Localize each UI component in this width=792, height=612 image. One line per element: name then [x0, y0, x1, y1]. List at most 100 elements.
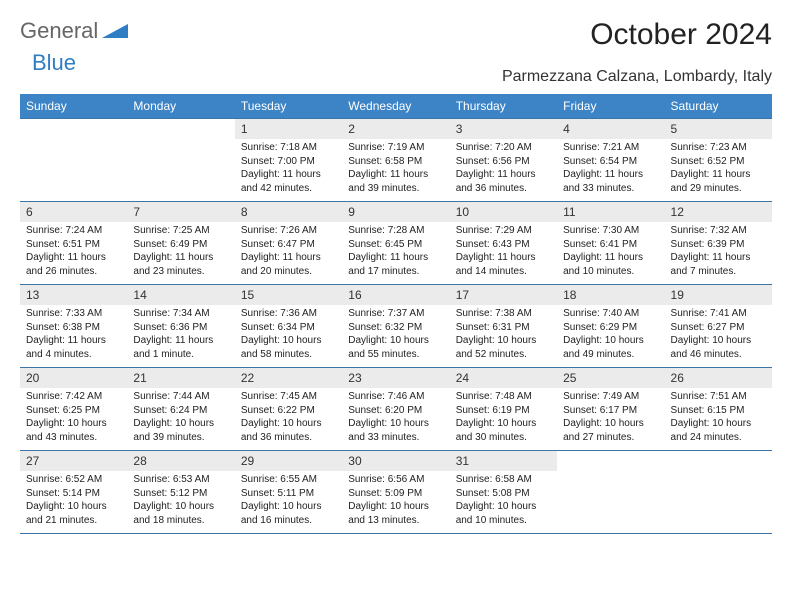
sunset-text: Sunset: 6:39 PM — [671, 238, 766, 252]
sunrise-text: Sunrise: 7:45 AM — [241, 390, 336, 404]
day-number-cell: 16 — [342, 285, 449, 306]
daylight-text: Daylight: 10 hours and 16 minutes. — [241, 500, 336, 527]
sunrise-text: Sunrise: 6:53 AM — [133, 473, 228, 487]
daybody-row: Sunrise: 6:52 AMSunset: 5:14 PMDaylight:… — [20, 471, 772, 534]
daynum-row: 6789101112 — [20, 202, 772, 223]
sunrise-text: Sunrise: 7:29 AM — [456, 224, 551, 238]
day-number-cell: 24 — [450, 368, 557, 389]
sunrise-text: Sunrise: 7:18 AM — [241, 141, 336, 155]
sunrise-text: Sunrise: 7:44 AM — [133, 390, 228, 404]
daylight-text: Daylight: 10 hours and 39 minutes. — [133, 417, 228, 444]
sunset-text: Sunset: 6:19 PM — [456, 404, 551, 418]
sunrise-text: Sunrise: 7:21 AM — [563, 141, 658, 155]
day-number-cell: 10 — [450, 202, 557, 223]
daylight-text: Daylight: 11 hours and 36 minutes. — [456, 168, 551, 195]
daylight-text: Daylight: 10 hours and 21 minutes. — [26, 500, 121, 527]
sunset-text: Sunset: 6:17 PM — [563, 404, 658, 418]
daylight-text: Daylight: 10 hours and 58 minutes. — [241, 334, 336, 361]
sunset-text: Sunset: 6:51 PM — [26, 238, 121, 252]
daylight-text: Daylight: 11 hours and 1 minute. — [133, 334, 228, 361]
sunset-text: Sunset: 6:24 PM — [133, 404, 228, 418]
day-body-cell — [127, 139, 234, 202]
day-number-cell: 31 — [450, 451, 557, 472]
day-body-cell — [665, 471, 772, 534]
sunset-text: Sunset: 6:36 PM — [133, 321, 228, 335]
day-number-cell: 20 — [20, 368, 127, 389]
day-body-cell: Sunrise: 7:33 AMSunset: 6:38 PMDaylight:… — [20, 305, 127, 368]
day-number-cell: 13 — [20, 285, 127, 306]
sunrise-text: Sunrise: 7:38 AM — [456, 307, 551, 321]
sunrise-text: Sunrise: 7:36 AM — [241, 307, 336, 321]
day-number-cell: 2 — [342, 119, 449, 140]
sunrise-text: Sunrise: 7:51 AM — [671, 390, 766, 404]
daybody-row: Sunrise: 7:33 AMSunset: 6:38 PMDaylight:… — [20, 305, 772, 368]
sunrise-text: Sunrise: 7:33 AM — [26, 307, 121, 321]
sunrise-text: Sunrise: 7:32 AM — [671, 224, 766, 238]
weekday-header-row: SundayMondayTuesdayWednesdayThursdayFrid… — [20, 94, 772, 119]
daylight-text: Daylight: 10 hours and 43 minutes. — [26, 417, 121, 444]
daylight-text: Daylight: 10 hours and 18 minutes. — [133, 500, 228, 527]
sunrise-text: Sunrise: 7:25 AM — [133, 224, 228, 238]
day-number-cell: 3 — [450, 119, 557, 140]
daylight-text: Daylight: 11 hours and 29 minutes. — [671, 168, 766, 195]
day-number-cell: 12 — [665, 202, 772, 223]
daylight-text: Daylight: 10 hours and 49 minutes. — [563, 334, 658, 361]
sunrise-text: Sunrise: 6:56 AM — [348, 473, 443, 487]
sunset-text: Sunset: 5:09 PM — [348, 487, 443, 501]
logo: General — [20, 18, 128, 44]
daylight-text: Daylight: 10 hours and 55 minutes. — [348, 334, 443, 361]
day-number-cell: 4 — [557, 119, 664, 140]
daylight-text: Daylight: 11 hours and 4 minutes. — [26, 334, 121, 361]
day-number-cell: 29 — [235, 451, 342, 472]
day-body-cell: Sunrise: 7:25 AMSunset: 6:49 PMDaylight:… — [127, 222, 234, 285]
daynum-row: 12345 — [20, 119, 772, 140]
sunrise-text: Sunrise: 7:41 AM — [671, 307, 766, 321]
sunset-text: Sunset: 7:00 PM — [241, 155, 336, 169]
daylight-text: Daylight: 11 hours and 10 minutes. — [563, 251, 658, 278]
sunrise-text: Sunrise: 6:55 AM — [241, 473, 336, 487]
daylight-text: Daylight: 10 hours and 36 minutes. — [241, 417, 336, 444]
day-number-cell: 22 — [235, 368, 342, 389]
daylight-text: Daylight: 10 hours and 52 minutes. — [456, 334, 551, 361]
day-number-cell: 7 — [127, 202, 234, 223]
sunrise-text: Sunrise: 7:26 AM — [241, 224, 336, 238]
sunset-text: Sunset: 6:45 PM — [348, 238, 443, 252]
day-number-cell: 27 — [20, 451, 127, 472]
daybody-row: Sunrise: 7:42 AMSunset: 6:25 PMDaylight:… — [20, 388, 772, 451]
sunset-text: Sunset: 6:32 PM — [348, 321, 443, 335]
daylight-text: Daylight: 10 hours and 13 minutes. — [348, 500, 443, 527]
weekday-header: Tuesday — [235, 94, 342, 119]
day-body-cell: Sunrise: 7:19 AMSunset: 6:58 PMDaylight:… — [342, 139, 449, 202]
daylight-text: Daylight: 10 hours and 30 minutes. — [456, 417, 551, 444]
day-body-cell: Sunrise: 7:42 AMSunset: 6:25 PMDaylight:… — [20, 388, 127, 451]
daylight-text: Daylight: 11 hours and 42 minutes. — [241, 168, 336, 195]
day-body-cell: Sunrise: 7:28 AMSunset: 6:45 PMDaylight:… — [342, 222, 449, 285]
calendar-table: SundayMondayTuesdayWednesdayThursdayFrid… — [20, 94, 772, 534]
day-number-cell: 21 — [127, 368, 234, 389]
day-body-cell: Sunrise: 6:56 AMSunset: 5:09 PMDaylight:… — [342, 471, 449, 534]
sunset-text: Sunset: 6:49 PM — [133, 238, 228, 252]
day-number-cell: 5 — [665, 119, 772, 140]
sunset-text: Sunset: 6:56 PM — [456, 155, 551, 169]
weekday-header: Wednesday — [342, 94, 449, 119]
sunrise-text: Sunrise: 7:34 AM — [133, 307, 228, 321]
sunrise-text: Sunrise: 7:48 AM — [456, 390, 551, 404]
day-body-cell: Sunrise: 7:24 AMSunset: 6:51 PMDaylight:… — [20, 222, 127, 285]
day-number-cell: 17 — [450, 285, 557, 306]
sunset-text: Sunset: 6:47 PM — [241, 238, 336, 252]
sunrise-text: Sunrise: 6:52 AM — [26, 473, 121, 487]
day-body-cell: Sunrise: 7:46 AMSunset: 6:20 PMDaylight:… — [342, 388, 449, 451]
day-body-cell: Sunrise: 7:34 AMSunset: 6:36 PMDaylight:… — [127, 305, 234, 368]
daylight-text: Daylight: 11 hours and 26 minutes. — [26, 251, 121, 278]
daylight-text: Daylight: 11 hours and 39 minutes. — [348, 168, 443, 195]
daynum-row: 20212223242526 — [20, 368, 772, 389]
sunset-text: Sunset: 6:22 PM — [241, 404, 336, 418]
day-number-cell — [557, 451, 664, 472]
day-number-cell — [665, 451, 772, 472]
day-number-cell: 1 — [235, 119, 342, 140]
day-body-cell: Sunrise: 6:55 AMSunset: 5:11 PMDaylight:… — [235, 471, 342, 534]
weekday-header: Sunday — [20, 94, 127, 119]
day-body-cell: Sunrise: 7:23 AMSunset: 6:52 PMDaylight:… — [665, 139, 772, 202]
sunset-text: Sunset: 5:14 PM — [26, 487, 121, 501]
sunset-text: Sunset: 6:20 PM — [348, 404, 443, 418]
